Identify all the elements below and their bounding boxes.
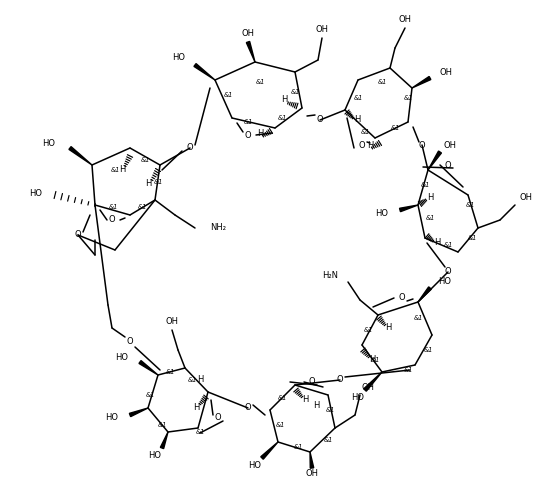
Text: O: O bbox=[126, 338, 133, 346]
Text: H: H bbox=[427, 193, 433, 201]
Polygon shape bbox=[412, 76, 431, 88]
Polygon shape bbox=[194, 64, 215, 80]
Text: H: H bbox=[197, 375, 203, 385]
Text: &1: &1 bbox=[110, 167, 119, 173]
Text: H: H bbox=[302, 395, 308, 405]
Text: &1: &1 bbox=[275, 422, 285, 428]
Text: &1: &1 bbox=[157, 422, 167, 428]
Text: &1: &1 bbox=[468, 235, 477, 241]
Text: HO: HO bbox=[115, 352, 128, 362]
Text: &1: &1 bbox=[256, 79, 265, 85]
Text: &1: &1 bbox=[187, 377, 197, 383]
Text: &1: &1 bbox=[243, 119, 253, 125]
Polygon shape bbox=[364, 372, 382, 391]
Polygon shape bbox=[418, 287, 431, 302]
Text: &1: &1 bbox=[277, 115, 287, 121]
Text: O: O bbox=[445, 161, 451, 170]
Text: &1: &1 bbox=[153, 179, 162, 185]
Text: O: O bbox=[309, 377, 315, 387]
Text: OH: OH bbox=[306, 469, 318, 479]
Text: HO: HO bbox=[172, 53, 185, 63]
Text: &1: &1 bbox=[377, 79, 387, 85]
Text: &1: &1 bbox=[323, 437, 332, 443]
Text: &1: &1 bbox=[404, 95, 413, 101]
Text: HO: HO bbox=[438, 277, 451, 287]
Text: O: O bbox=[337, 375, 343, 385]
Text: HO: HO bbox=[148, 451, 161, 461]
Text: O: O bbox=[359, 141, 365, 149]
Text: O: O bbox=[399, 294, 405, 302]
Text: O: O bbox=[109, 216, 115, 224]
Text: HO: HO bbox=[105, 414, 118, 422]
Polygon shape bbox=[400, 205, 418, 212]
Text: &1: &1 bbox=[443, 242, 452, 248]
Text: &1: &1 bbox=[195, 429, 204, 435]
Text: OH: OH bbox=[520, 194, 533, 202]
Text: O: O bbox=[317, 116, 323, 124]
Text: &1: &1 bbox=[413, 315, 423, 321]
Text: &1: &1 bbox=[426, 215, 435, 221]
Text: &1: &1 bbox=[145, 392, 155, 398]
Text: HO: HO bbox=[351, 393, 365, 402]
Text: H: H bbox=[313, 400, 319, 410]
Polygon shape bbox=[160, 432, 168, 449]
Polygon shape bbox=[139, 361, 158, 375]
Text: HO: HO bbox=[42, 139, 55, 147]
Text: H: H bbox=[119, 166, 125, 174]
Text: &1: &1 bbox=[165, 369, 175, 375]
Text: OH: OH bbox=[444, 141, 457, 149]
Text: O: O bbox=[419, 141, 426, 149]
Text: &1: &1 bbox=[465, 202, 475, 208]
Polygon shape bbox=[261, 442, 278, 459]
Text: &1: &1 bbox=[420, 182, 430, 188]
Text: &1: &1 bbox=[325, 407, 335, 413]
Text: &1: &1 bbox=[291, 89, 300, 95]
Text: H: H bbox=[354, 116, 360, 124]
Text: H₂N: H₂N bbox=[322, 270, 338, 279]
Text: &1: &1 bbox=[423, 347, 433, 353]
Text: H: H bbox=[369, 356, 375, 365]
Text: H: H bbox=[434, 239, 440, 247]
Text: O: O bbox=[245, 403, 251, 413]
Polygon shape bbox=[428, 151, 442, 170]
Text: H: H bbox=[193, 402, 199, 412]
Polygon shape bbox=[310, 452, 314, 468]
Text: H: H bbox=[145, 178, 151, 188]
Text: OH: OH bbox=[399, 16, 412, 24]
Text: H: H bbox=[385, 322, 391, 332]
Text: OH: OH bbox=[362, 384, 375, 392]
Text: H: H bbox=[257, 128, 263, 138]
Text: &1: &1 bbox=[137, 204, 147, 210]
Polygon shape bbox=[246, 42, 255, 62]
Text: &1: &1 bbox=[140, 157, 150, 163]
Text: O: O bbox=[75, 230, 81, 240]
Text: &1: &1 bbox=[353, 95, 363, 101]
Text: OH: OH bbox=[440, 69, 453, 77]
Text: &1: &1 bbox=[277, 395, 287, 401]
Text: HO: HO bbox=[29, 189, 42, 197]
Text: OH: OH bbox=[242, 29, 254, 39]
Text: &1: &1 bbox=[223, 92, 233, 98]
Text: &1: &1 bbox=[293, 444, 303, 450]
Text: H: H bbox=[367, 142, 373, 150]
Text: O: O bbox=[187, 144, 193, 152]
Text: &1: &1 bbox=[363, 327, 373, 333]
Text: OH: OH bbox=[315, 25, 329, 34]
Text: H: H bbox=[281, 96, 287, 104]
Text: &1: &1 bbox=[370, 357, 380, 363]
Text: O: O bbox=[215, 414, 221, 422]
Text: &1: &1 bbox=[390, 125, 400, 131]
Text: &1: &1 bbox=[108, 204, 118, 210]
Text: OH: OH bbox=[166, 318, 179, 326]
Text: &1: &1 bbox=[404, 367, 413, 373]
Text: O: O bbox=[245, 130, 251, 140]
Polygon shape bbox=[69, 147, 92, 165]
Polygon shape bbox=[129, 408, 148, 416]
Text: O: O bbox=[445, 268, 451, 276]
Text: &1: &1 bbox=[360, 129, 370, 135]
Text: HO: HO bbox=[249, 461, 261, 469]
Text: NH₂: NH₂ bbox=[210, 223, 226, 232]
Text: HO: HO bbox=[375, 209, 388, 218]
